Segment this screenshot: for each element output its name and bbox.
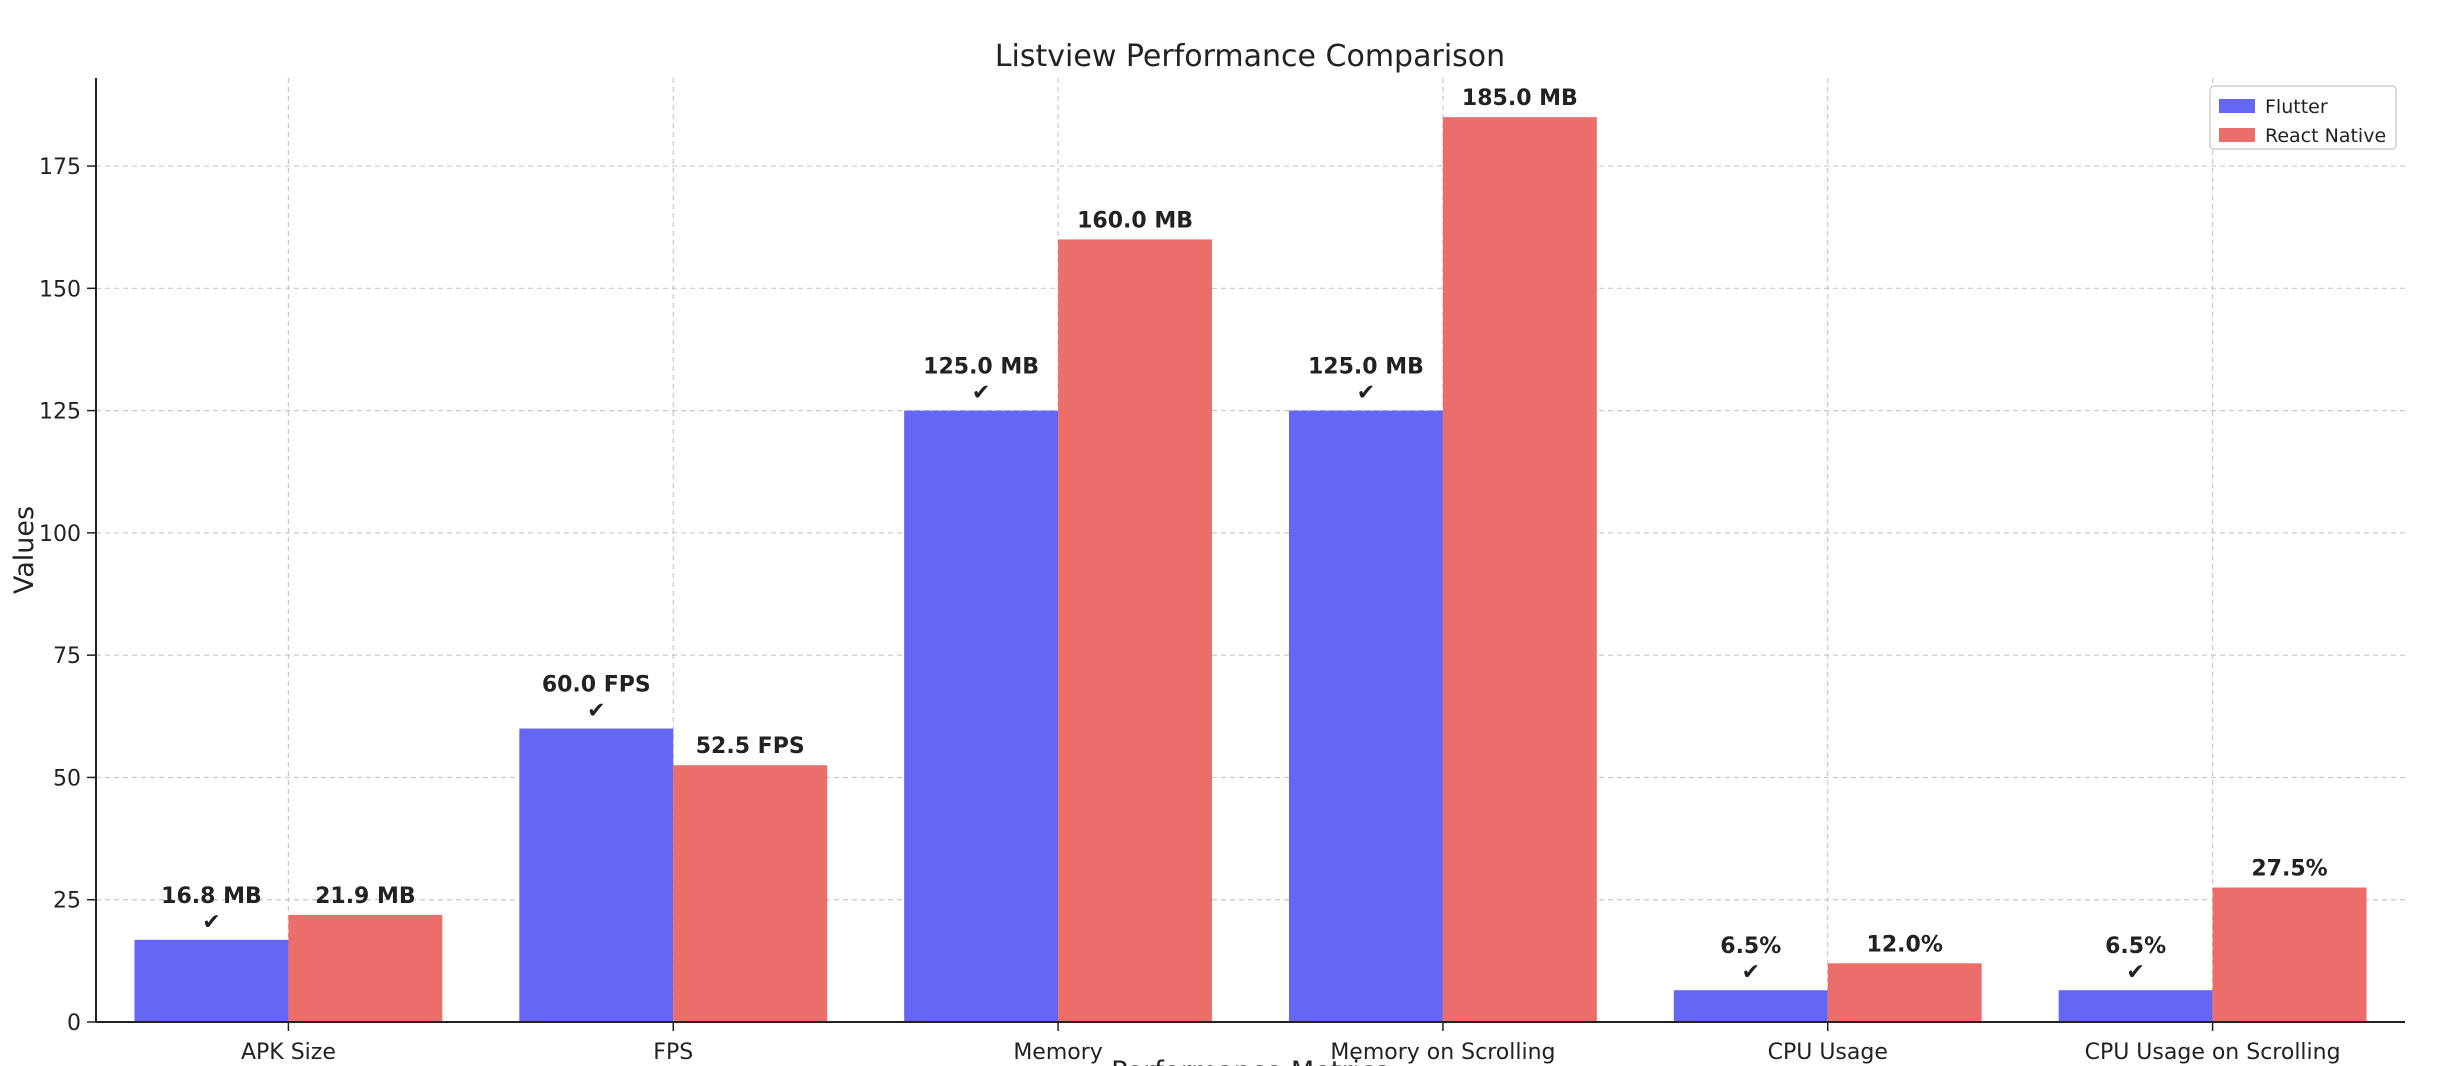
y-tick-label: 150 — [39, 277, 81, 302]
chart-title: Listview Performance Comparison — [995, 39, 1505, 74]
check-mark-icon: ✔ — [202, 910, 220, 935]
data-label: 125.0 MB — [923, 355, 1039, 380]
data-labels-group: 16.8 MB✔60.0 FPS✔125.0 MB✔125.0 MB✔6.5%✔… — [161, 86, 2328, 985]
legend-label: Flutter — [2265, 96, 2328, 118]
x-tick-label: APK Size — [241, 1040, 336, 1065]
data-label: 125.0 MB — [1308, 355, 1424, 380]
tick-labels-group: 0 25 50 75 100 125 150 175 APK Size FPS Memory Memo… — [39, 155, 2341, 1065]
bar-flutter — [2058, 990, 2213, 1022]
data-label: 185.0 MB — [1462, 86, 1578, 111]
bar-react-native — [2212, 887, 2367, 1022]
bar-react-native — [1827, 963, 1982, 1022]
bar-flutter — [1673, 990, 1828, 1022]
y-tick-label: 75 — [53, 644, 81, 669]
bar-react-native — [1442, 117, 1597, 1023]
data-label: 16.8 MB — [161, 884, 262, 909]
check-mark-icon: ✔ — [1742, 960, 1760, 985]
y-tick-label: 125 — [39, 400, 81, 425]
data-label: 12.0% — [1867, 932, 1943, 957]
bar-flutter — [519, 728, 674, 1022]
y-tick-label: 50 — [53, 766, 81, 791]
x-axis-title: Performance Metrics — [1111, 1056, 1389, 1066]
check-mark-icon: ✔ — [587, 699, 605, 724]
x-tick-label: FPS — [653, 1040, 693, 1065]
data-label: 6.5% — [2105, 934, 2166, 959]
y-tick-label: 100 — [39, 522, 81, 547]
legend-box — [2209, 85, 2397, 150]
data-label: 60.0 FPS — [542, 673, 651, 698]
data-label: 160.0 MB — [1077, 208, 1193, 233]
bars-group — [134, 117, 2367, 1023]
bar-react-native — [673, 765, 828, 1022]
check-mark-icon: ✔ — [2126, 960, 2144, 985]
legend: Flutter React Native — [2209, 85, 2397, 150]
y-tick-label: 0 — [67, 1011, 81, 1036]
x-tick-label: Memory on Scrolling — [1330, 1040, 1555, 1065]
bar-flutter — [1288, 410, 1443, 1022]
bar-react-native — [1058, 239, 1213, 1023]
data-label: 21.9 MB — [315, 884, 416, 909]
x-tick-label: CPU Usage on Scrolling — [2085, 1040, 2341, 1065]
x-tick-label: Memory — [1013, 1040, 1102, 1065]
data-label: 6.5% — [1720, 934, 1781, 959]
legend-swatch — [2219, 99, 2255, 113]
check-mark-icon: ✔ — [972, 381, 990, 406]
legend-swatch — [2219, 128, 2255, 142]
y-tick-label: 25 — [53, 889, 81, 914]
bar-flutter — [134, 939, 289, 1022]
y-tick-label: 175 — [39, 155, 81, 180]
axes-group — [87, 78, 2405, 1031]
y-axis-title: Values — [9, 506, 40, 594]
legend-label: React Native — [2265, 125, 2386, 147]
data-label: 27.5% — [2251, 856, 2327, 881]
x-tick-label: CPU Usage — [1768, 1040, 1888, 1065]
check-mark-icon: ✔ — [1357, 381, 1375, 406]
data-label: 52.5 FPS — [696, 734, 805, 759]
grid-lines — [96, 78, 2405, 1022]
bar-react-native — [288, 914, 443, 1022]
bar-flutter — [904, 410, 1059, 1022]
